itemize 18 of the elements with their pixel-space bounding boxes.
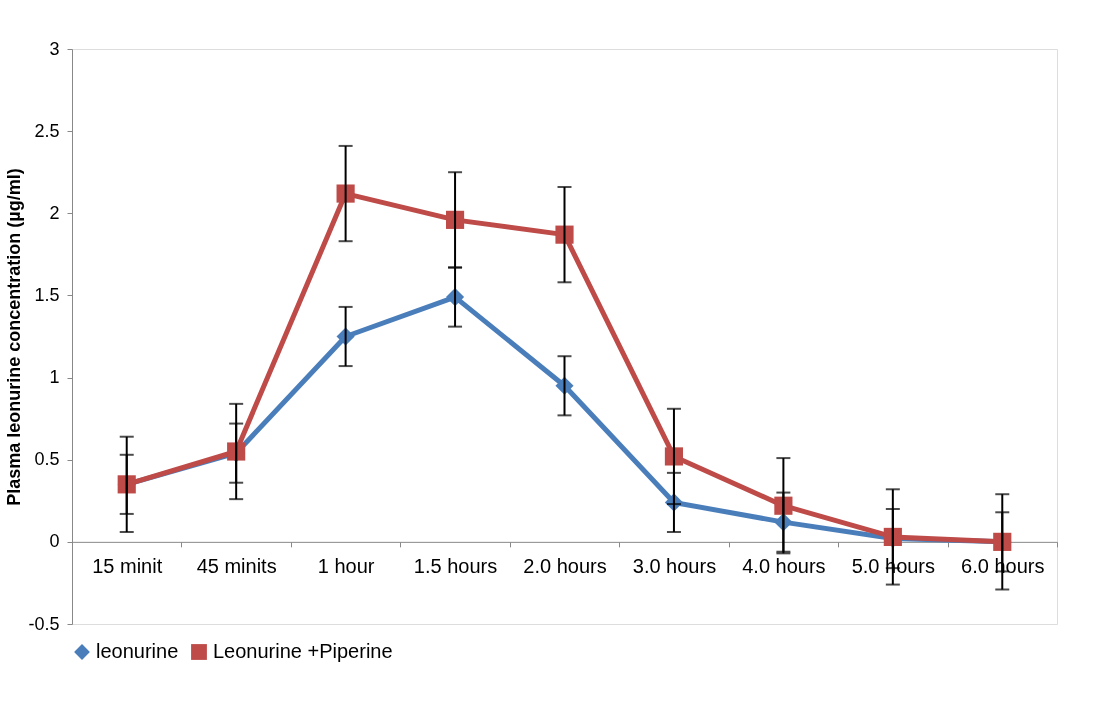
y-axis-title: Plasma leonurine concentration (µg/ml)	[4, 168, 25, 506]
x-tick-label: 4.0 hours	[742, 555, 826, 578]
legend-label: Leonurine +Piperine	[213, 640, 393, 662]
y-tick-label: 2	[49, 202, 60, 223]
y-tick-label: 0	[49, 531, 60, 552]
y-tick-label: 1	[49, 367, 60, 388]
y-tick-label: -0.5	[28, 613, 60, 634]
y-tick-label: 3	[49, 38, 60, 59]
y-tick-label: 1.5	[34, 284, 60, 305]
x-tick-label: 15 minit	[92, 555, 163, 578]
x-tick-label: 45 minits	[196, 555, 277, 578]
x-tick-label: 2.0 hours	[523, 555, 607, 578]
y-tick-label: 0.5	[34, 449, 60, 470]
x-tick-label: 1.5 hours	[413, 555, 498, 578]
x-tick-label: 1 hour	[317, 555, 375, 578]
y-tick-label: 2.5	[34, 120, 60, 141]
legend-label: leonurine	[96, 640, 179, 662]
x-tick-label: 3.0 hours	[632, 555, 717, 578]
